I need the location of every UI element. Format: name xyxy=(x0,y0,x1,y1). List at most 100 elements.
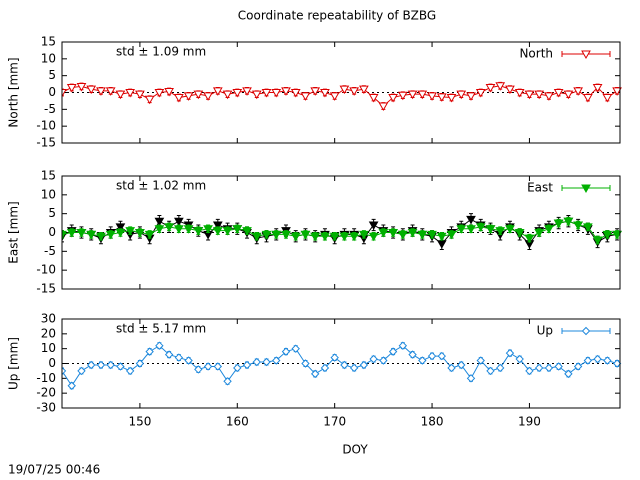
marker xyxy=(222,90,233,100)
marker xyxy=(583,223,593,232)
plot-frame xyxy=(61,175,621,290)
marker xyxy=(125,366,135,376)
marker xyxy=(183,225,194,234)
marker xyxy=(368,94,379,103)
marker xyxy=(329,232,340,242)
y-tick-label: -15 xyxy=(36,136,56,150)
marker xyxy=(62,230,67,240)
marker xyxy=(398,341,408,350)
marker xyxy=(456,225,467,234)
marker xyxy=(329,92,340,101)
marker xyxy=(407,229,418,238)
marker xyxy=(212,227,223,236)
marker xyxy=(524,234,535,244)
marker xyxy=(212,87,223,96)
x-tick-label: 170 xyxy=(323,415,346,429)
marker xyxy=(466,374,476,383)
x-tick-label: 160 xyxy=(226,415,249,429)
marker xyxy=(300,230,311,240)
annotation: std ± 5.17 mm xyxy=(116,322,206,336)
y-tick-label: -5 xyxy=(44,244,56,258)
marker xyxy=(154,217,165,227)
marker xyxy=(144,230,155,240)
marker xyxy=(66,83,77,93)
marker xyxy=(232,89,243,98)
marker xyxy=(544,363,554,373)
marker xyxy=(378,102,389,111)
legend-label: Up xyxy=(537,324,553,338)
marker xyxy=(514,89,525,98)
marker xyxy=(436,93,447,102)
marker xyxy=(174,353,184,362)
marker xyxy=(290,89,301,98)
marker xyxy=(203,225,213,234)
marker xyxy=(612,87,622,96)
error-bar xyxy=(62,230,64,239)
marker xyxy=(397,230,408,240)
marker xyxy=(173,94,184,103)
marker xyxy=(456,90,467,100)
marker xyxy=(261,230,272,240)
marker xyxy=(62,89,67,98)
marker xyxy=(212,221,223,230)
plot-frame xyxy=(61,318,621,409)
marker xyxy=(593,354,602,364)
marker xyxy=(388,347,398,356)
marker xyxy=(213,362,223,371)
marker xyxy=(252,357,261,367)
legend-label: North xyxy=(519,47,553,61)
marker xyxy=(475,223,486,232)
marker xyxy=(427,92,437,101)
marker xyxy=(563,217,574,227)
marker xyxy=(612,359,622,368)
marker xyxy=(62,366,67,376)
marker xyxy=(271,230,282,240)
marker xyxy=(164,87,174,97)
marker xyxy=(436,232,447,242)
x-tick-label: 190 xyxy=(518,415,541,429)
marker xyxy=(144,95,155,105)
marker xyxy=(602,94,613,103)
error-bar xyxy=(62,367,64,375)
chart-title: Coordinate repeatability of BZBG xyxy=(238,9,436,23)
marker xyxy=(115,90,126,100)
marker xyxy=(262,357,271,367)
marker xyxy=(563,90,574,100)
marker xyxy=(485,225,496,234)
y-axis-label: North [mm] xyxy=(7,57,21,127)
marker xyxy=(544,92,554,101)
marker xyxy=(154,89,165,98)
marker xyxy=(310,232,321,242)
marker xyxy=(320,89,330,98)
marker xyxy=(66,229,77,238)
marker xyxy=(232,225,243,234)
marker xyxy=(86,85,97,95)
marker xyxy=(291,344,300,353)
y-tick-label: -10 xyxy=(36,119,56,133)
plot-frame xyxy=(61,41,621,144)
marker xyxy=(290,232,301,242)
marker xyxy=(418,356,427,365)
marker xyxy=(125,89,136,98)
marker xyxy=(272,356,281,365)
y-tick-label: 5 xyxy=(48,206,56,220)
marker xyxy=(573,221,583,230)
marker xyxy=(486,366,495,376)
marker xyxy=(427,351,437,361)
marker xyxy=(379,356,388,365)
marker xyxy=(233,363,242,373)
marker xyxy=(330,353,339,362)
marker xyxy=(583,94,593,103)
marker xyxy=(135,359,145,368)
marker xyxy=(457,360,466,370)
y-tick-label: -5 xyxy=(44,102,56,116)
marker xyxy=(310,369,320,379)
marker xyxy=(476,356,485,365)
marker xyxy=(446,230,457,240)
marker xyxy=(505,85,515,95)
marker xyxy=(466,215,476,225)
annotation: std ± 1.02 mm xyxy=(116,179,206,193)
marker xyxy=(534,229,545,238)
marker xyxy=(368,221,379,230)
